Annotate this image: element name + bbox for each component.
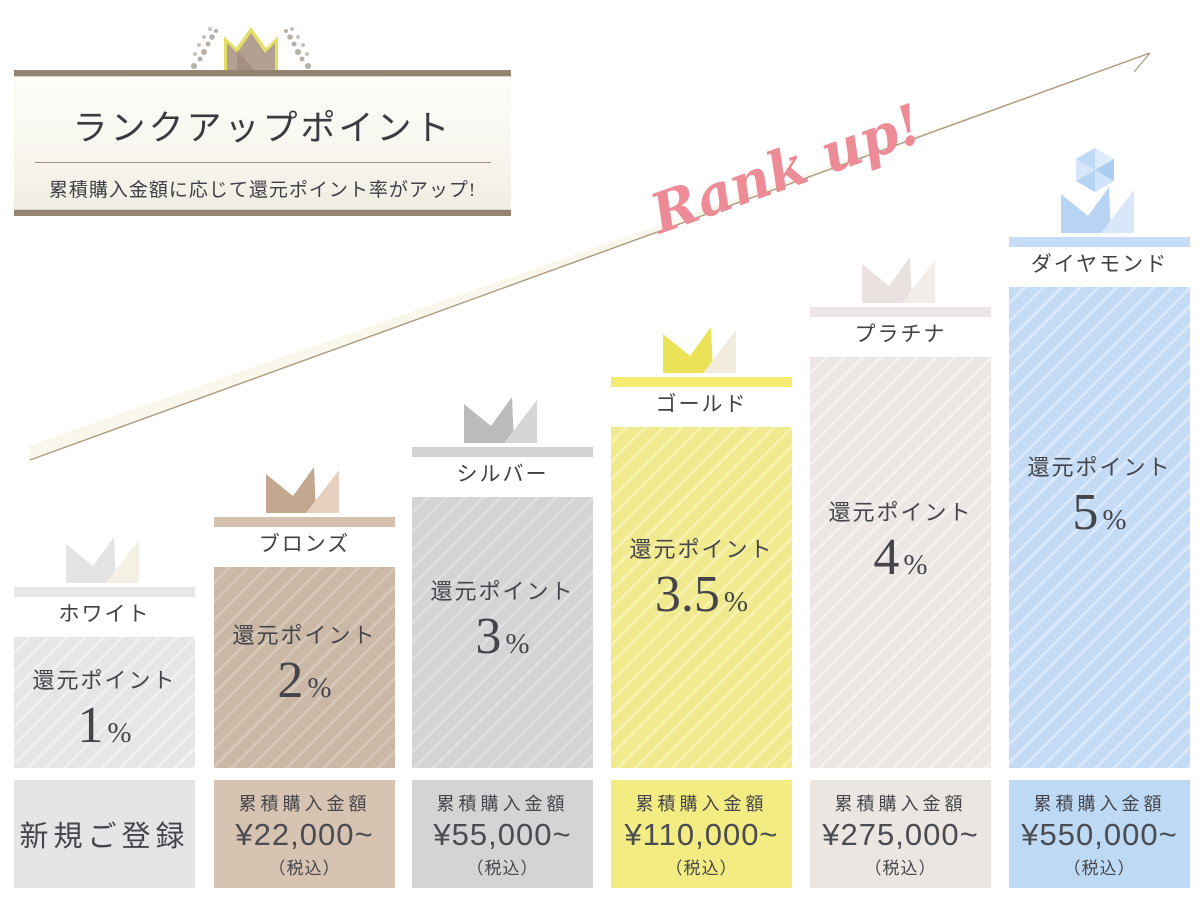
- rate-block: 還元ポイント 3%: [412, 574, 593, 666]
- page-title: ランクアップポイント: [72, 109, 453, 148]
- page-subtitle: 累積購入金額に応じて還元ポイント率がアップ!: [48, 180, 477, 201]
- tier-threshold-box: 累積購入金額 ¥550,000~ （税込）: [1009, 780, 1190, 888]
- tier-threshold-box: 累積購入金額 ¥110,000~ （税込）: [611, 780, 792, 888]
- threshold-amount: ¥275,000~: [822, 816, 979, 852]
- crown-icon: [191, 27, 311, 70]
- tier-top-bar: [810, 307, 991, 317]
- cumulative-label: 累積購入金額: [635, 793, 768, 814]
- tier-threshold-box: 累積購入金額 ¥55,000~ （税込）: [412, 780, 593, 888]
- percent-symbol: %: [107, 717, 132, 749]
- tier-name: シルバー: [456, 462, 549, 486]
- laurel-left-icon: [191, 27, 218, 69]
- tier-threshold-box: 新規ご登録: [14, 780, 195, 888]
- tier-name: ホワイト: [58, 602, 151, 626]
- rate-label: 還元ポイント: [629, 537, 774, 562]
- tier-bar: 還元ポイント 5%: [1009, 287, 1190, 768]
- tier-name: ブロンズ: [258, 532, 351, 556]
- percent-symbol: %: [1102, 504, 1127, 536]
- rate-label: 還元ポイント: [32, 668, 177, 693]
- cumulative-label: 累積購入金額: [238, 793, 371, 814]
- tax-included-label: （税込）: [1063, 858, 1136, 878]
- rank-crown-icon: [464, 397, 537, 443]
- threshold-amount: ¥22,000~: [235, 816, 374, 852]
- threshold-amount: ¥550,000~: [1021, 816, 1178, 852]
- rank-crown-icon: [663, 327, 736, 373]
- tier-bar: 還元ポイント 2%: [214, 567, 395, 768]
- rank-crown-icon: [1061, 148, 1134, 233]
- tier-top-bar: [412, 447, 593, 457]
- rank-crown-icon: [266, 467, 339, 513]
- tax-included-label: （税込）: [665, 858, 738, 878]
- cumulative-label: 累積購入金額: [1033, 793, 1166, 814]
- tier-name: ダイヤモンド: [1030, 252, 1169, 276]
- tier-bar: 還元ポイント 4%: [810, 357, 991, 768]
- percent-symbol: %: [903, 549, 928, 581]
- tier-threshold-box: 累積購入金額 ¥22,000~ （税込）: [214, 780, 395, 888]
- tax-included-label: （税込）: [466, 858, 539, 878]
- tier-column-diamond: ダイヤモンド 還元ポイント 5% 累積購入金額 ¥550,000~ （税込）: [1009, 0, 1190, 900]
- tier-name: ゴールド: [655, 392, 748, 416]
- rate-percent: 1: [77, 697, 104, 754]
- rate-percent: 3.5: [654, 566, 720, 623]
- tier-top-bar: [14, 587, 195, 597]
- percent-symbol: %: [505, 628, 530, 660]
- diamond-gem-icon: [1076, 148, 1114, 192]
- cumulative-label: 累積購入金額: [436, 793, 569, 814]
- tier-top-bar: [1009, 237, 1190, 247]
- tier-bar: 還元ポイント 1%: [14, 637, 195, 768]
- tier-threshold-box: 累積購入金額 ¥275,000~ （税込）: [810, 780, 991, 888]
- tier-column-bronze: ブロンズ 還元ポイント 2% 累積購入金額 ¥22,000~ （税込）: [214, 0, 395, 900]
- tax-included-label: （税込）: [864, 858, 937, 878]
- rate-label: 還元ポイント: [1027, 455, 1172, 480]
- tier-column-gold: ゴールド 還元ポイント 3.5% 累積購入金額 ¥110,000~ （税込）: [611, 0, 792, 900]
- percent-symbol: %: [723, 586, 749, 618]
- laurel-right-icon: [284, 27, 311, 69]
- rate-label: 還元ポイント: [430, 579, 575, 604]
- tier-top-bar: [214, 517, 395, 527]
- tax-included-label: （税込）: [268, 858, 341, 878]
- rate-label: 還元ポイント: [232, 623, 377, 648]
- tier-column-platinum: プラチナ 還元ポイント 4% 累積購入金額 ¥275,000~ （税込）: [810, 0, 991, 900]
- rank-crown-icon: [862, 257, 935, 303]
- rank-crown-icon: [66, 537, 139, 583]
- threshold-amount: ¥55,000~: [433, 816, 572, 852]
- percent-symbol: %: [307, 672, 332, 704]
- rate-block: 還元ポイント 5%: [1009, 450, 1190, 542]
- rate-block: 還元ポイント 2%: [214, 618, 395, 710]
- rate-percent: 3: [475, 608, 502, 665]
- threshold-amount: ¥110,000~: [624, 816, 779, 852]
- rate-percent: 4: [873, 529, 900, 586]
- new-registration-label: 新規ご登録: [19, 821, 190, 853]
- rate-label: 還元ポイント: [828, 500, 973, 525]
- title-divider: [34, 162, 491, 163]
- tier-bar: 還元ポイント 3%: [412, 497, 593, 768]
- rate-block: 還元ポイント 4%: [810, 495, 991, 587]
- rate-percent: 2: [277, 652, 304, 709]
- title-banner: ランクアップポイント 累積購入金額に応じて還元ポイント率がアップ!: [14, 70, 511, 216]
- tier-name: プラチナ: [854, 322, 947, 346]
- rate-percent: 5: [1072, 484, 1099, 541]
- tier-column-white: ホワイト 還元ポイント 1% 新規ご登録: [14, 0, 195, 900]
- rate-block: 還元ポイント 1%: [14, 663, 195, 755]
- tier-top-bar: [611, 377, 792, 387]
- tier-bar: 還元ポイント 3.5%: [611, 427, 792, 768]
- cumulative-label: 累積購入金額: [834, 793, 967, 814]
- tier-column-silver: シルバー 還元ポイント 3% 累積購入金額 ¥55,000~ （税込）: [412, 0, 593, 900]
- rate-block: 還元ポイント 3.5%: [611, 532, 792, 624]
